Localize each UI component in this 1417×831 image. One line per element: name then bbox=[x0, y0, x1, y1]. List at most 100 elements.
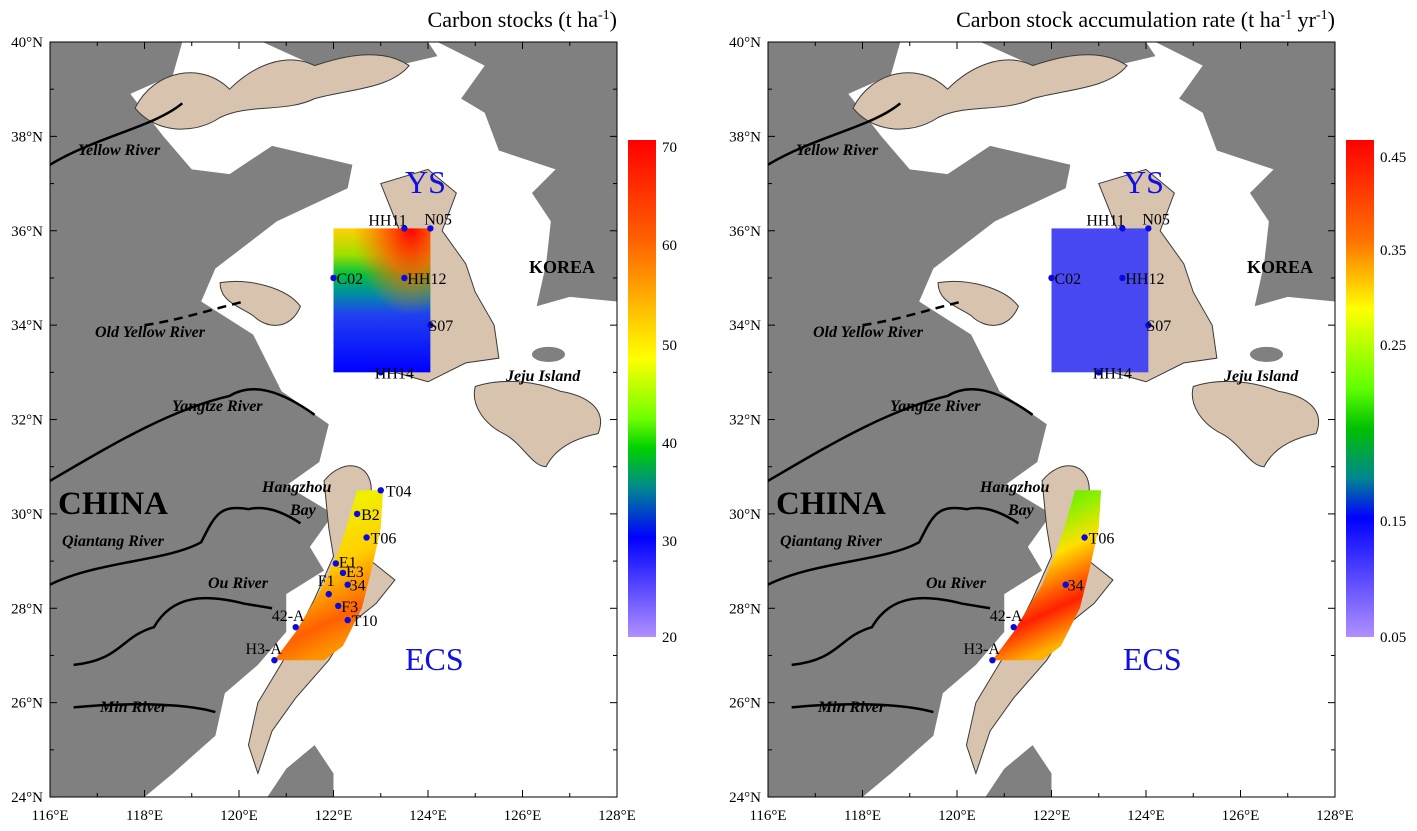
station-marker bbox=[344, 616, 351, 624]
panel-title: Carbon stocks (t ha-1) bbox=[428, 7, 617, 32]
panel-title: Carbon stock accumulation rate (t ha-1 y… bbox=[956, 7, 1335, 32]
lat-tick-label: 40°N bbox=[11, 35, 43, 51]
lon-tick-label: 128°E bbox=[1316, 808, 1354, 824]
colorbar-tick-label: 30 bbox=[662, 534, 677, 550]
lon-tick-label: 122°E bbox=[1033, 808, 1071, 824]
place-label-jeju: Jeju Island bbox=[1223, 368, 1299, 385]
place-label-korea: KOREA bbox=[1247, 257, 1313, 277]
place-label-hangzhou: Hangzhou bbox=[261, 479, 331, 496]
station-marker bbox=[344, 581, 351, 588]
place-label-jeju: Jeju Island bbox=[505, 368, 581, 385]
title-part: Carbon stock accumulation rate (t ha bbox=[956, 7, 1281, 32]
station-label: S07 bbox=[1146, 318, 1171, 335]
station-label: HH14 bbox=[375, 365, 414, 382]
colorbar-tick-label: 0.15 bbox=[1380, 514, 1406, 530]
place-label-yellow-river: Yellow River bbox=[796, 142, 879, 159]
lon-tick-label: 124°E bbox=[409, 808, 447, 824]
place-label-ecs: ECS bbox=[405, 641, 464, 677]
lon-tick-label: 118°E bbox=[844, 808, 881, 824]
title-part: -1 bbox=[598, 8, 610, 23]
lat-tick-label: 34°N bbox=[11, 318, 43, 334]
lon-tick-label: 116°E bbox=[31, 808, 68, 824]
lon-tick-label: 126°E bbox=[504, 808, 542, 824]
station-label: N05 bbox=[1142, 211, 1170, 228]
station-marker bbox=[325, 590, 332, 598]
place-label-yangtze-river: Yangtze River bbox=[890, 398, 981, 415]
station-label: T04 bbox=[386, 483, 412, 500]
accumulation-rate-map: 40°N 38°N 36°N 34°N 32°N 30°N 28°N 26°N 24°N 116°… bbox=[729, 7, 1406, 824]
station-label: HH12 bbox=[407, 271, 446, 288]
title-part: yr bbox=[1292, 7, 1317, 32]
colorbar-tick-label: 40 bbox=[662, 436, 677, 452]
place-label-qiantang-river: Qiantang River bbox=[780, 533, 883, 550]
place-label-china: CHINA bbox=[776, 486, 886, 522]
station-label: B2 bbox=[361, 507, 380, 524]
lat-tick-label: 26°N bbox=[11, 696, 43, 712]
station-marker bbox=[339, 569, 347, 577]
colorbar-tick-label: 20 bbox=[662, 630, 677, 646]
station-marker bbox=[427, 225, 434, 232]
place-label-ys: YS bbox=[405, 164, 446, 200]
lat-tick-label: 30°N bbox=[11, 507, 43, 523]
colorbar-tick-label: 0.35 bbox=[1380, 243, 1406, 259]
colorbar-tick-label: 0.05 bbox=[1380, 630, 1406, 646]
lon-tick-label: 126°E bbox=[1222, 808, 1260, 824]
station-label: HH11 bbox=[1086, 212, 1125, 229]
station-marker bbox=[1010, 623, 1017, 631]
colorbar-tick-label: 60 bbox=[662, 238, 677, 254]
station-marker bbox=[377, 487, 384, 494]
station-marker bbox=[401, 274, 408, 282]
lat-tick-label: 38°N bbox=[729, 129, 761, 145]
lat-tick-label: 26°N bbox=[729, 696, 761, 712]
place-label-qiantang-river: Qiantang River bbox=[62, 533, 165, 550]
station-label: HH12 bbox=[1125, 271, 1164, 288]
lat-tick-label: 24°N bbox=[11, 790, 43, 806]
colorbar bbox=[628, 140, 656, 637]
lat-tick-label: 32°N bbox=[11, 413, 43, 429]
place-label-china: CHINA bbox=[58, 486, 168, 522]
colorbar-tick-label: 50 bbox=[662, 338, 677, 354]
station-marker bbox=[363, 534, 370, 541]
station-marker bbox=[377, 369, 384, 376]
lon-tick-label: 120°E bbox=[220, 808, 258, 824]
place-label-ou-river: Ou River bbox=[926, 575, 987, 592]
title-part: -1 bbox=[1281, 8, 1293, 23]
lon-tick-label: 128°E bbox=[598, 808, 636, 824]
place-label-yangtze-river: Yangtze River bbox=[172, 398, 263, 415]
station-marker bbox=[271, 656, 278, 664]
station-marker bbox=[335, 602, 342, 610]
lon-tick-label: 124°E bbox=[1127, 808, 1165, 824]
station-label: C02 bbox=[337, 271, 364, 288]
station-label: 34 bbox=[350, 578, 366, 595]
lat-tick-label: 28°N bbox=[11, 601, 43, 617]
station-marker bbox=[1062, 581, 1069, 588]
place-label-bay: Bay bbox=[1007, 502, 1035, 519]
station-label: F1 bbox=[318, 573, 335, 590]
lon-tick-label: 120°E bbox=[938, 808, 976, 824]
station-label: T06 bbox=[371, 530, 397, 547]
lat-tick-label: 30°N bbox=[729, 507, 761, 523]
station-marker bbox=[330, 274, 337, 282]
station-label: S07 bbox=[428, 318, 453, 335]
title-part: -1 bbox=[1316, 8, 1328, 23]
lat-tick-label: 36°N bbox=[729, 224, 761, 240]
station-marker bbox=[989, 656, 996, 664]
station-label: E3 bbox=[346, 564, 364, 581]
place-label-old-yellow-river: Old Yellow River bbox=[95, 324, 206, 341]
lon-tick-label: 116°E bbox=[749, 808, 786, 824]
station-marker bbox=[1119, 225, 1126, 232]
lon-tick-label: 118°E bbox=[126, 808, 163, 824]
colorbar bbox=[1346, 140, 1374, 637]
station-label: H3-A bbox=[963, 641, 1000, 658]
place-label-min-river: Min River bbox=[99, 699, 168, 716]
station-label: T06 bbox=[1089, 530, 1115, 547]
place-label-min-river: Min River bbox=[817, 699, 886, 716]
colorbar-tick-label: 0.45 bbox=[1380, 150, 1406, 166]
base-map bbox=[50, 42, 617, 797]
colorbar-tick-label: 70 bbox=[662, 140, 677, 156]
station-marker bbox=[1145, 321, 1152, 329]
lat-tick-label: 36°N bbox=[11, 224, 43, 240]
place-label-ys: YS bbox=[1123, 164, 1164, 200]
place-label-bay: Bay bbox=[289, 502, 317, 519]
lon-tick-label: 122°E bbox=[315, 808, 353, 824]
